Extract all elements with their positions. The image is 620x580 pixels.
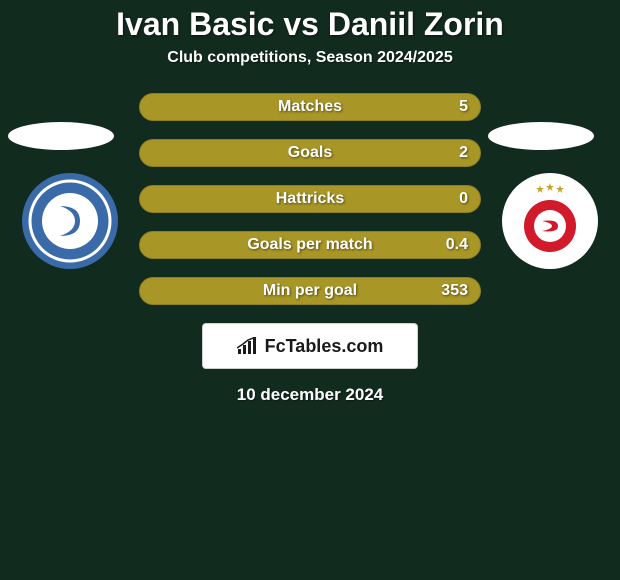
- stat-label: Hattricks: [276, 190, 344, 208]
- stat-label: Goals: [288, 144, 332, 162]
- bar-chart-icon: [237, 337, 259, 355]
- stat-value: 0.4: [446, 236, 468, 254]
- stat-label: Goals per match: [247, 236, 372, 254]
- stat-row: Hattricks 0: [139, 185, 481, 213]
- brand-box: FcTables.com: [202, 323, 418, 369]
- stat-value: 2: [459, 144, 468, 162]
- stat-value: 0: [459, 190, 468, 208]
- date-text: 10 december 2024: [0, 385, 620, 405]
- club-badge-icon: [20, 171, 120, 271]
- stat-row: Goals per match 0.4: [139, 231, 481, 259]
- stat-label: Matches: [278, 98, 342, 116]
- left-player-marker: [8, 122, 114, 150]
- right-player-marker: [488, 122, 594, 150]
- right-club-logo: [500, 171, 600, 271]
- stat-row: Goals 2: [139, 139, 481, 167]
- stat-row: Min per goal 353: [139, 277, 481, 305]
- stat-value: 5: [459, 98, 468, 116]
- comparison-card: Ivan Basic vs Daniil Zorin Club competit…: [0, 0, 620, 580]
- stat-value: 353: [441, 282, 468, 300]
- club-badge-icon: [500, 171, 600, 271]
- page-title: Ivan Basic vs Daniil Zorin: [0, 0, 620, 43]
- stat-row: Matches 5: [139, 93, 481, 121]
- brand-text: FcTables.com: [265, 336, 384, 357]
- stats-list: Matches 5 Goals 2 Hattricks 0 Goals per match 0…: [139, 93, 481, 305]
- stat-label: Min per goal: [263, 282, 357, 300]
- subtitle: Club competitions, Season 2024/2025: [0, 49, 620, 67]
- left-club-logo: [20, 171, 120, 271]
